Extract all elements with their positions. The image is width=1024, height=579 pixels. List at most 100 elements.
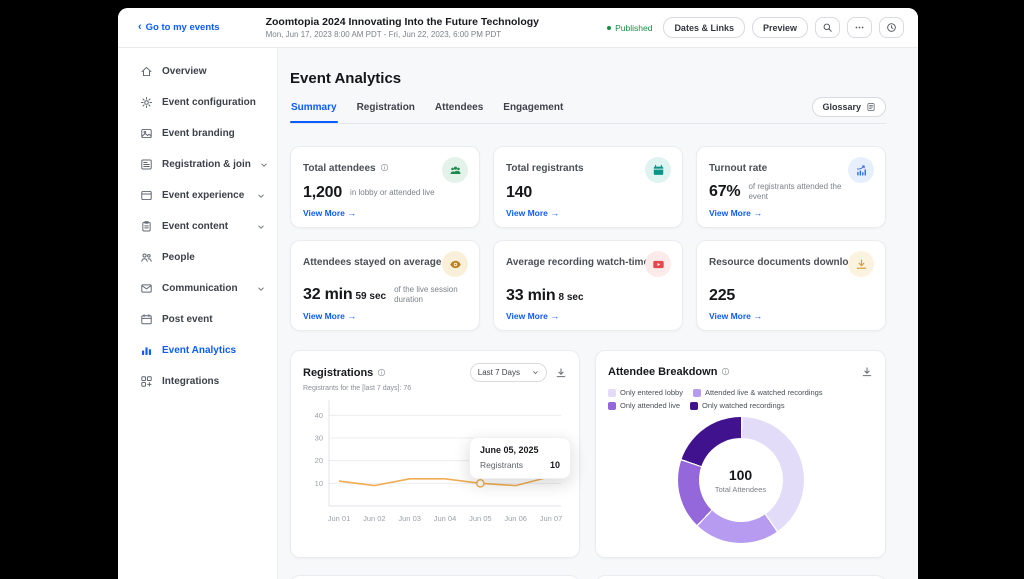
legend-swatch-icon xyxy=(608,402,616,410)
legend-item-attended-live-watched-recordings: Attended live & watched recordings xyxy=(693,388,823,397)
stat-value: 1,200 xyxy=(303,184,342,201)
tooltip-date: June 05, 2025 xyxy=(480,445,560,455)
registrations-chart: 10203040Jun 01Jun 02Jun 03Jun 04Jun 05Ju… xyxy=(303,396,567,533)
sidebar-item-label: Event branding xyxy=(162,128,235,139)
people-icon xyxy=(140,251,153,264)
sidebar-item-overview[interactable]: Overview xyxy=(118,56,277,87)
view-more-link[interactable]: View More → xyxy=(709,208,873,218)
stat-value: 225 xyxy=(709,287,735,304)
sidebar-item-label: Event content xyxy=(162,221,228,232)
chevron-down-icon xyxy=(257,223,265,231)
clock-button[interactable] xyxy=(879,17,904,38)
chevron-down-icon xyxy=(532,369,539,376)
search-icon xyxy=(822,22,833,33)
svg-text:Jun 06: Jun 06 xyxy=(504,514,527,523)
page-title: Event Analytics xyxy=(290,70,886,87)
sidebar-item-communication[interactable]: Communication xyxy=(118,273,277,304)
legend-swatch-icon xyxy=(608,389,616,397)
info-icon[interactable] xyxy=(380,163,389,176)
sidebar-item-label: People xyxy=(162,252,195,263)
view-more-link[interactable]: View More → xyxy=(709,311,873,321)
sidebar-item-event-experience[interactable]: Event experience xyxy=(118,180,277,211)
view-more-link[interactable]: View More → xyxy=(506,311,670,321)
bar-chart-icon xyxy=(140,344,153,357)
stat-title: Total registrants xyxy=(506,163,584,174)
download-chart-button[interactable] xyxy=(555,367,567,379)
svg-text:Jun 02: Jun 02 xyxy=(363,514,386,523)
info-icon[interactable] xyxy=(377,364,386,382)
tab-registration[interactable]: Registration xyxy=(356,98,416,122)
arrow-right-icon: → xyxy=(347,311,356,321)
search-button[interactable] xyxy=(815,17,840,38)
registrations-title: Registrations xyxy=(303,367,373,379)
stat-unit: 59 sec xyxy=(356,291,387,302)
partial-card xyxy=(290,575,580,579)
view-more-link[interactable]: View More → xyxy=(303,311,467,321)
gear-icon xyxy=(140,96,153,109)
app-window: ‹ Go to my events Zoomtopia 2024 Innovat… xyxy=(118,8,918,579)
date-range-value: Last 7 Days xyxy=(478,368,520,377)
donut-center-value: 100 xyxy=(729,467,752,483)
tabs-row: Summary Registration Attendees Engagement G… xyxy=(290,97,886,124)
date-range-select[interactable]: Last 7 Days xyxy=(470,363,547,382)
sidebar: Overview Event configuration Event brandin… xyxy=(118,48,278,579)
donut-chart: 100 Total Attendees xyxy=(608,410,873,543)
charts-row: Registrations Last 7 Days xyxy=(290,350,886,558)
sidebar-item-people[interactable]: People xyxy=(118,242,277,273)
clock-icon xyxy=(886,22,897,33)
stat-value: 67% xyxy=(709,183,740,200)
event-meta: Zoomtopia 2024 Innovating Into the Futur… xyxy=(266,16,539,39)
event-dates: Mon, Jun 17, 2023 8:00 AM PDT - Fri, Jun… xyxy=(266,30,539,39)
sidebar-item-label: Overview xyxy=(162,66,206,77)
main-content: Event Analytics Summary Registration Atten… xyxy=(278,48,918,579)
more-button[interactable] xyxy=(847,17,872,38)
legend-swatch-icon xyxy=(690,402,698,410)
chevron-left-icon: ‹ xyxy=(138,22,142,33)
preview-button[interactable]: Preview xyxy=(752,17,808,38)
sidebar-item-event-analytics[interactable]: Event Analytics xyxy=(118,335,277,366)
book-icon xyxy=(866,102,876,112)
integrations-icon xyxy=(140,375,153,388)
glossary-button[interactable]: Glossary xyxy=(812,97,886,117)
download-chart-button[interactable] xyxy=(861,366,873,378)
sidebar-item-post-event[interactable]: Post event xyxy=(118,304,277,335)
chevron-down-icon xyxy=(257,192,265,200)
tab-attendees[interactable]: Attendees xyxy=(434,98,484,122)
more-dots-icon xyxy=(854,22,865,33)
video-icon xyxy=(645,251,671,277)
calendar-icon xyxy=(140,313,153,326)
legend-swatch-icon xyxy=(693,389,701,397)
view-more-link[interactable]: View More → xyxy=(506,208,670,218)
trend-up-icon xyxy=(848,157,874,183)
tab-summary[interactable]: Summary xyxy=(290,98,338,122)
attendees-icon xyxy=(442,157,468,183)
form-icon xyxy=(140,158,153,171)
sidebar-item-label: Event experience xyxy=(162,190,244,201)
tooltip-value: 10 xyxy=(550,460,560,470)
stat-suffix: of the live session duration xyxy=(394,285,467,305)
sidebar-item-event-content[interactable]: Event content xyxy=(118,211,277,242)
sidebar-item-label: Post event xyxy=(162,314,213,325)
dates-links-button[interactable]: Dates & Links xyxy=(663,17,745,38)
chevron-down-icon xyxy=(260,161,268,169)
registrations-card: Registrations Last 7 Days xyxy=(290,350,580,558)
sidebar-item-registration-join[interactable]: Registration & join xyxy=(118,149,277,180)
document-icon xyxy=(140,220,153,233)
legend-item-only-attended-live: Only attended live xyxy=(608,401,680,410)
arrow-right-icon: → xyxy=(347,208,356,218)
stat-unit: 8 sec xyxy=(559,292,584,303)
sidebar-item-event-configuration[interactable]: Event configuration xyxy=(118,87,277,118)
back-to-events-link[interactable]: ‹ Go to my events xyxy=(138,22,220,33)
info-icon[interactable] xyxy=(721,363,730,381)
sidebar-item-label: Integrations xyxy=(162,376,219,387)
sidebar-item-label: Event configuration xyxy=(162,97,256,108)
sidebar-item-event-branding[interactable]: Event branding xyxy=(118,118,277,149)
sidebar-item-integrations[interactable]: Integrations xyxy=(118,366,277,397)
partial-card xyxy=(595,575,886,579)
tabs: Summary Registration Attendees Engagement xyxy=(290,98,564,122)
tab-engagement[interactable]: Engagement xyxy=(502,98,564,122)
stat-value: 32 min xyxy=(303,286,353,303)
view-more-link[interactable]: View More → xyxy=(303,208,467,218)
svg-text:Jun 01: Jun 01 xyxy=(328,514,351,523)
svg-text:10: 10 xyxy=(315,479,323,488)
